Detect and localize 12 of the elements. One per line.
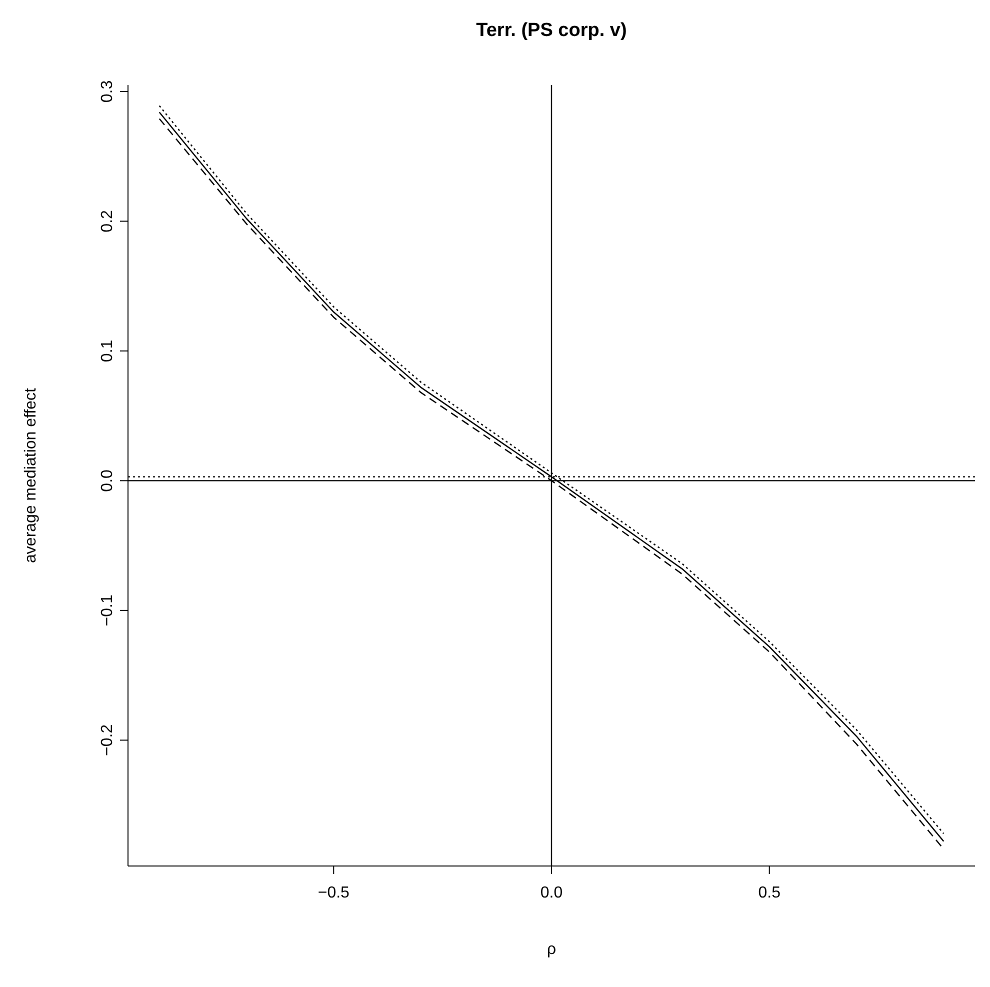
y-tick-label: −0.2 xyxy=(99,724,116,756)
y-tick-label: 0.0 xyxy=(99,469,116,492)
chart-title: Terr. (PS corp. v) xyxy=(475,20,628,42)
x-tick-label: 0.0 xyxy=(540,884,563,902)
y-tick-label: 0.2 xyxy=(99,210,116,232)
x-axis-title: ρ xyxy=(546,941,556,958)
y-axis-title: average mediation effect xyxy=(22,387,40,563)
y-tick-label: −0.1 xyxy=(99,594,116,626)
x-tick-label: −0.5 xyxy=(318,884,350,902)
y-tick-label: 0.1 xyxy=(99,340,116,362)
x-tick-label: 0.5 xyxy=(758,884,781,902)
y-tick-label: 0.3 xyxy=(99,80,116,103)
